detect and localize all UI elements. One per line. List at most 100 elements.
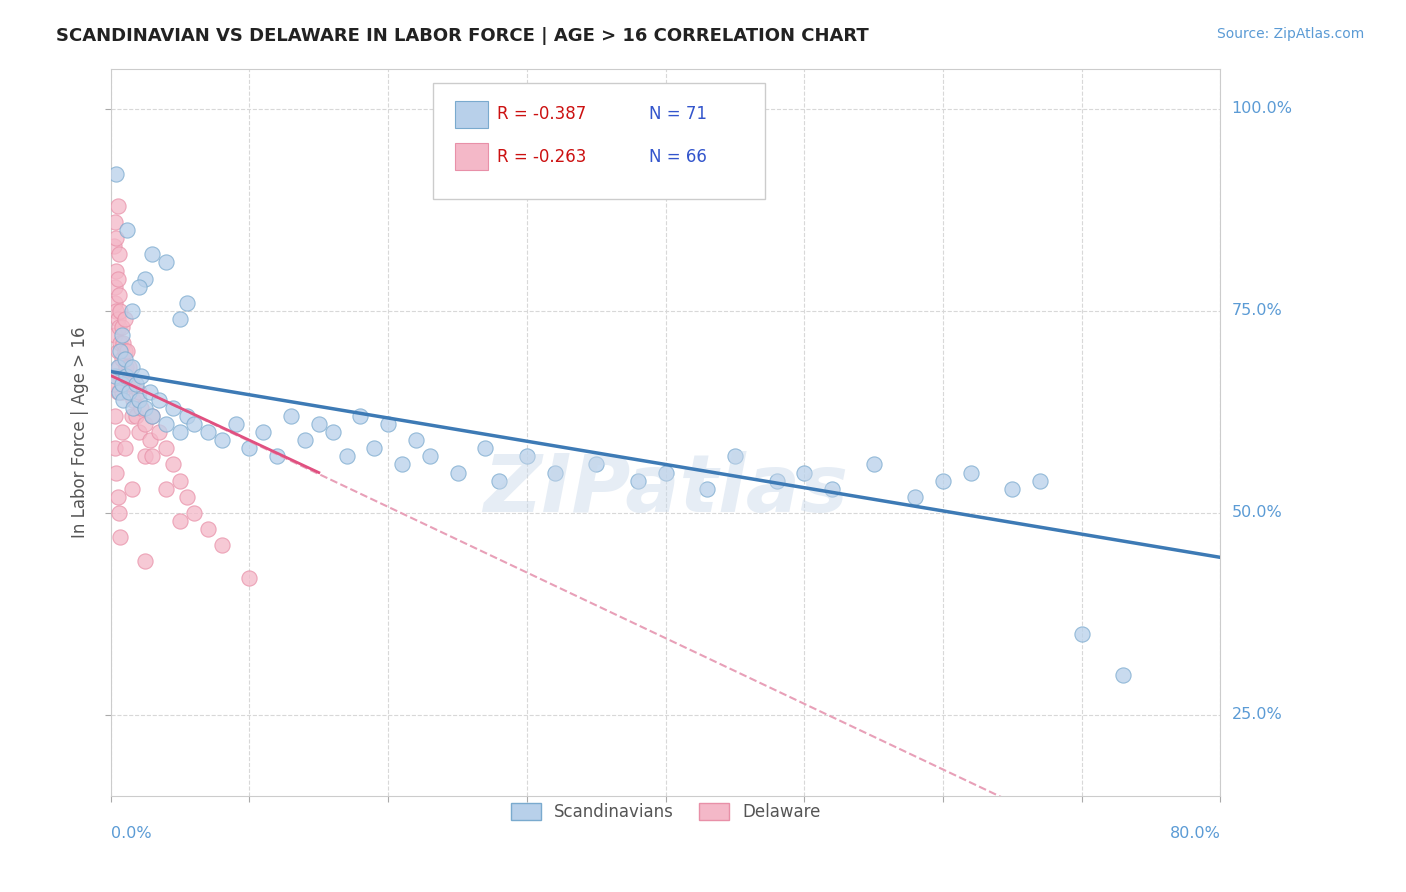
Point bbox=[121, 409, 143, 423]
Point bbox=[405, 434, 427, 448]
Point bbox=[793, 466, 815, 480]
Point bbox=[114, 344, 136, 359]
Point bbox=[104, 296, 127, 310]
Point bbox=[162, 401, 184, 415]
Point bbox=[336, 450, 359, 464]
Text: Source: ZipAtlas.com: Source: ZipAtlas.com bbox=[1216, 27, 1364, 41]
Point bbox=[363, 442, 385, 456]
Point bbox=[176, 490, 198, 504]
Point bbox=[211, 434, 233, 448]
Point bbox=[155, 255, 177, 269]
Point bbox=[419, 450, 441, 464]
Point bbox=[117, 344, 139, 359]
Point bbox=[128, 425, 150, 439]
Point bbox=[183, 506, 205, 520]
FancyBboxPatch shape bbox=[454, 101, 488, 128]
Point bbox=[141, 409, 163, 423]
Point bbox=[1112, 667, 1135, 681]
Text: R = -0.263: R = -0.263 bbox=[496, 147, 586, 166]
Point bbox=[959, 466, 981, 480]
Point bbox=[121, 482, 143, 496]
Point bbox=[108, 384, 131, 399]
Point bbox=[121, 304, 143, 318]
Point bbox=[118, 384, 141, 399]
Point bbox=[110, 344, 132, 359]
Text: 75.0%: 75.0% bbox=[1232, 303, 1282, 318]
Text: N = 71: N = 71 bbox=[650, 105, 707, 123]
Point bbox=[104, 215, 127, 229]
Point bbox=[138, 384, 160, 399]
Point bbox=[110, 368, 132, 383]
Text: 100.0%: 100.0% bbox=[1232, 102, 1292, 117]
Point bbox=[176, 296, 198, 310]
Point bbox=[1029, 474, 1052, 488]
Point bbox=[103, 376, 125, 391]
Point bbox=[696, 482, 718, 496]
Text: 50.0%: 50.0% bbox=[1232, 506, 1282, 520]
Point bbox=[821, 482, 844, 496]
Point bbox=[125, 376, 148, 391]
Point bbox=[488, 474, 510, 488]
Point bbox=[114, 352, 136, 367]
Point bbox=[134, 554, 156, 568]
Point bbox=[349, 409, 371, 423]
Point bbox=[176, 409, 198, 423]
Point bbox=[114, 312, 136, 326]
Point bbox=[543, 466, 565, 480]
Point bbox=[128, 279, 150, 293]
Point bbox=[121, 376, 143, 391]
Point bbox=[122, 392, 145, 407]
Point bbox=[111, 352, 134, 367]
Point bbox=[169, 312, 191, 326]
Point bbox=[105, 263, 128, 277]
Point bbox=[117, 223, 139, 237]
Point bbox=[138, 434, 160, 448]
Point bbox=[134, 450, 156, 464]
Point bbox=[105, 304, 128, 318]
Y-axis label: In Labor Force | Age > 16: In Labor Force | Age > 16 bbox=[72, 326, 89, 538]
Point bbox=[108, 360, 131, 375]
Point bbox=[148, 392, 170, 407]
Point bbox=[104, 279, 127, 293]
Point bbox=[377, 417, 399, 431]
Point bbox=[585, 458, 607, 472]
Point bbox=[118, 360, 141, 375]
Point bbox=[107, 312, 129, 326]
Point bbox=[128, 384, 150, 399]
Point bbox=[107, 344, 129, 359]
Text: ZIPatlas: ZIPatlas bbox=[484, 451, 848, 529]
Point bbox=[115, 368, 138, 383]
Point bbox=[155, 417, 177, 431]
Point bbox=[115, 360, 138, 375]
Text: N = 66: N = 66 bbox=[650, 147, 707, 166]
Point bbox=[169, 425, 191, 439]
Point bbox=[110, 304, 132, 318]
Point bbox=[108, 506, 131, 520]
Point bbox=[280, 409, 302, 423]
Point bbox=[197, 522, 219, 536]
Point bbox=[111, 320, 134, 334]
Point bbox=[128, 392, 150, 407]
Point bbox=[169, 474, 191, 488]
Point bbox=[141, 409, 163, 423]
Point bbox=[107, 271, 129, 285]
Point bbox=[162, 458, 184, 472]
Point bbox=[110, 530, 132, 544]
Point bbox=[107, 360, 129, 375]
Point bbox=[104, 368, 127, 383]
Point bbox=[141, 247, 163, 261]
Point bbox=[169, 514, 191, 528]
Point bbox=[294, 434, 316, 448]
Point bbox=[134, 271, 156, 285]
Point bbox=[266, 450, 288, 464]
Point bbox=[112, 368, 135, 383]
Point bbox=[104, 328, 127, 343]
Point bbox=[129, 401, 152, 415]
Point bbox=[122, 401, 145, 415]
Point bbox=[197, 425, 219, 439]
Point bbox=[141, 450, 163, 464]
Point bbox=[117, 376, 139, 391]
Point bbox=[110, 336, 132, 351]
Point bbox=[446, 466, 468, 480]
Point bbox=[114, 376, 136, 391]
